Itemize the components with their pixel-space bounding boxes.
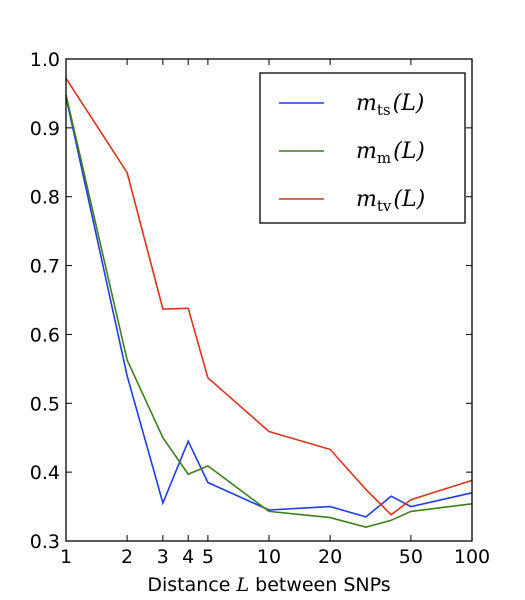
legend-entry-subscript: m: [377, 149, 391, 167]
x-tick-label: 2: [121, 546, 133, 568]
legend-entry-base: m: [356, 187, 377, 212]
legend-entry-subscript: tv: [377, 197, 392, 215]
y-tick-label: 1.0: [30, 49, 60, 71]
series-line-1: [65, 94, 473, 529]
series-line-2: [65, 77, 473, 516]
series-layer: [65, 77, 473, 529]
legend-entry-label: mtv(L): [356, 187, 425, 215]
legend-frame: [259, 72, 466, 224]
legend-entry-base: m: [356, 139, 377, 164]
legend: mts(L)mm(L)mtv(L): [259, 72, 466, 224]
x-axis-label-variable: L: [235, 574, 249, 596]
y-tick-label: 0.8: [30, 187, 60, 209]
x-tick-label: 1: [60, 546, 72, 568]
legend-entry-label: mm(L): [356, 139, 425, 167]
x-tick-label: 3: [157, 546, 169, 568]
legend-entry-subscript: ts: [377, 101, 391, 119]
x-tick-label: 4: [182, 546, 194, 568]
legend-entry-label: mts(L): [356, 91, 424, 119]
legend-entry-base: m: [356, 91, 377, 116]
y-tick-label: 0.3: [30, 531, 60, 553]
y-tick-label: 0.6: [30, 324, 60, 346]
x-tick-label: 20: [318, 546, 342, 568]
x-tick-label: 100: [454, 546, 490, 568]
x-axis-label: Distance L between SNPs: [147, 574, 390, 596]
x-tick-label: 50: [399, 546, 423, 568]
y-tick-label: 0.9: [30, 118, 60, 140]
y-tick-label: 0.5: [30, 393, 60, 415]
legend-entry-argument: (L): [393, 91, 425, 116]
x-tick-label: 10: [257, 546, 281, 568]
y-tick-label: 0.4: [30, 462, 60, 484]
legend-entry-argument: (L): [393, 187, 425, 212]
legend-entry-argument: (L): [393, 139, 425, 164]
x-axis-label-prefix: Distance: [147, 574, 236, 596]
x-tick-label: 5: [202, 546, 214, 568]
tick-layer: 1 2 3 4 5 10 20 50 100 0.3 0.4 0.5 0.6 0.7 0.8 0.9 1.0: [30, 49, 490, 568]
y-tick-label: 0.7: [30, 256, 60, 278]
series-line-0: [65, 96, 473, 518]
x-axis-label-suffix: between SNPs: [249, 574, 391, 596]
